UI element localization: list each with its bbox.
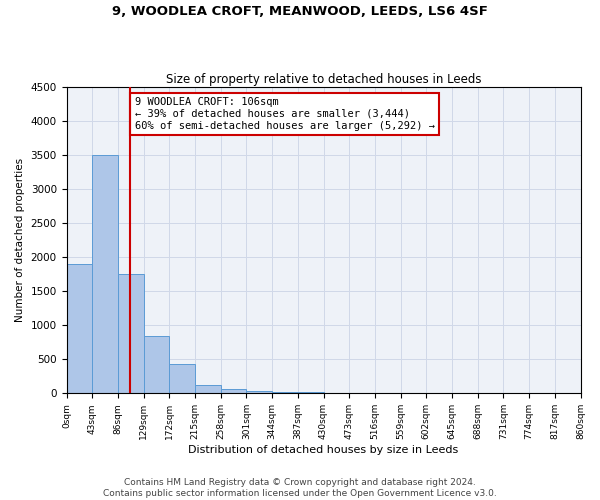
Bar (195, 385, 221, 394)
Bar (118, 274, 143, 394)
Bar (272, 392, 298, 394)
Y-axis label: Number of detached properties: Number of detached properties (15, 158, 25, 322)
Bar (67, 264, 92, 394)
Bar (323, 392, 349, 394)
Bar (349, 393, 375, 394)
Text: 9, WOODLEA CROFT, MEANWOOD, LEEDS, LS6 4SF: 9, WOODLEA CROFT, MEANWOOD, LEEDS, LS6 4… (112, 5, 488, 18)
Text: 9 WOODLEA CROFT: 106sqm
← 39% of detached houses are smaller (3,444)
60% of semi: 9 WOODLEA CROFT: 106sqm ← 39% of detache… (134, 98, 434, 130)
X-axis label: Distribution of detached houses by size in Leeds: Distribution of detached houses by size … (188, 445, 458, 455)
Title: Size of property relative to detached houses in Leeds: Size of property relative to detached ho… (166, 73, 481, 86)
Bar (247, 392, 272, 394)
Bar (221, 390, 247, 394)
Bar (143, 336, 169, 394)
Bar (298, 392, 323, 394)
Bar (169, 364, 195, 394)
Bar (92, 155, 118, 394)
Text: Contains HM Land Registry data © Crown copyright and database right 2024.
Contai: Contains HM Land Registry data © Crown c… (103, 478, 497, 498)
